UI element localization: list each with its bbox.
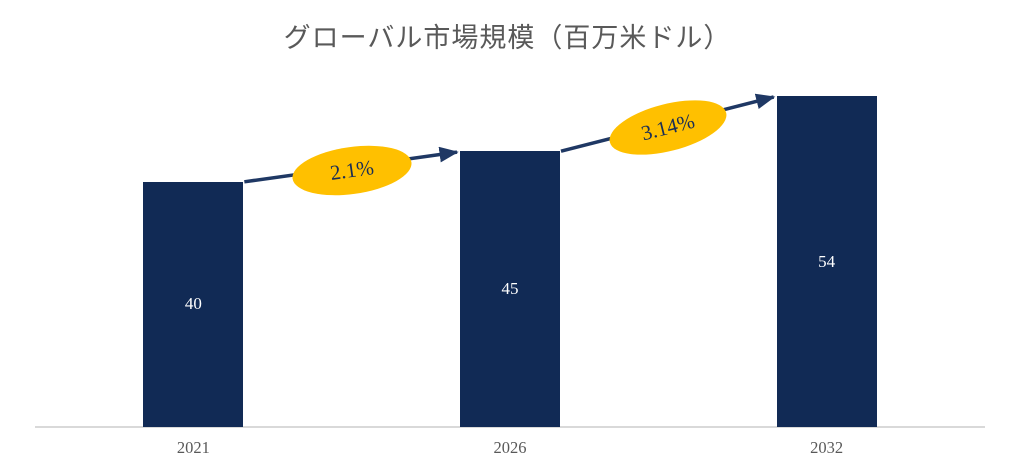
bar-2021: 40 [143, 181, 244, 427]
growth-annotation-2021-2026: 2.1% [288, 138, 415, 203]
x-axis-label-2026: 2026 [493, 438, 527, 457]
x-axis-line [35, 426, 985, 428]
bar-value-label: 40 [184, 294, 202, 314]
x-axis-label-2021: 2021 [176, 438, 210, 457]
chart-title: グローバル市場規模（百万米ドル） [283, 23, 732, 53]
growth-annotation-2026-2032: 3.14% [604, 89, 733, 166]
bar-2026: 45 [460, 151, 560, 427]
bar-value-label: 54 [818, 251, 836, 271]
bar-value-label: 45 [501, 279, 519, 299]
bar-2032: 54 [776, 96, 877, 427]
x-axis-label-2032: 2032 [810, 438, 844, 457]
